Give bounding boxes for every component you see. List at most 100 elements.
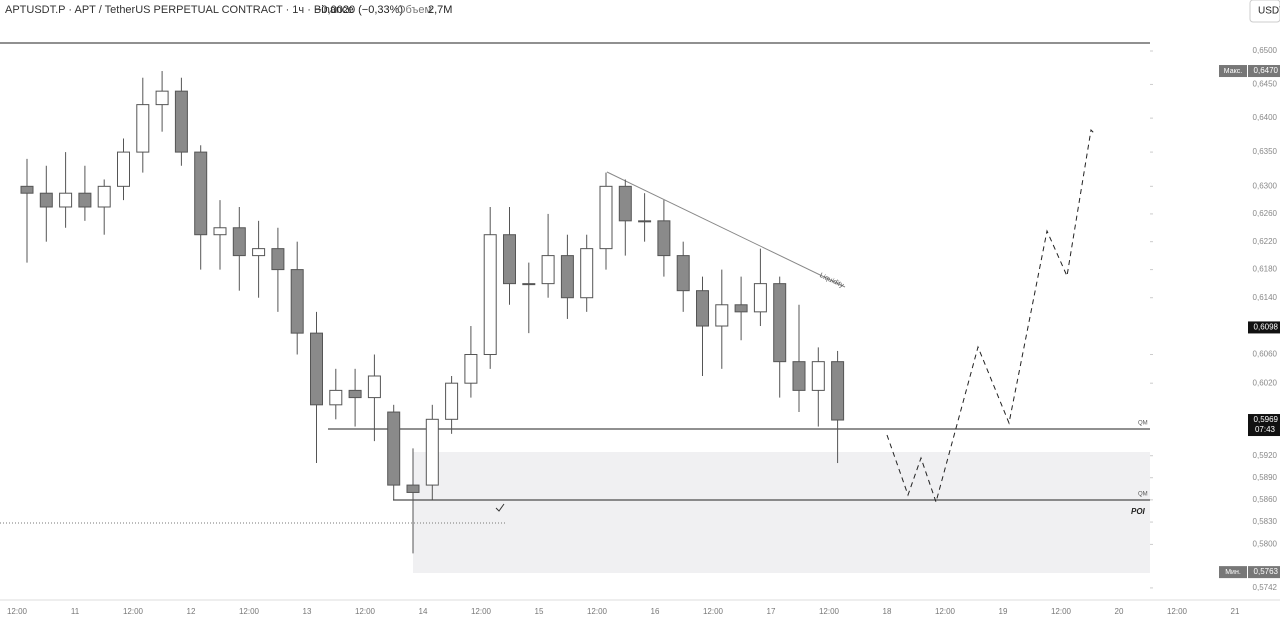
x-tick-label: 14	[419, 607, 428, 616]
candle-body	[464, 354, 478, 384]
x-tick-label: 12:00	[587, 607, 608, 616]
price-timer: 07:43	[1255, 425, 1276, 434]
y-tick-label: 0,6400	[1253, 113, 1278, 122]
candle-body	[20, 185, 34, 194]
candle-body	[580, 248, 594, 299]
y-tick-label: 0,6180	[1253, 265, 1278, 274]
projection	[886, 128, 1096, 504]
candle-body	[78, 192, 92, 208]
candle-body	[367, 375, 381, 399]
x-tick-label: 12:00	[7, 607, 28, 616]
candle-body	[638, 220, 652, 223]
x-tick-label: 12:00	[355, 607, 376, 616]
y-tick-label: 0,6350	[1253, 147, 1278, 156]
candle-body	[773, 283, 787, 363]
price-tag: Макс.	[1224, 68, 1242, 75]
volume: 2,7M	[428, 4, 452, 16]
poi-zone	[413, 452, 1150, 573]
y-tick-label: 0,6450	[1253, 80, 1278, 89]
x-tick-label: 12:00	[1051, 607, 1072, 616]
currency-button[interactable]	[1249, 0, 1280, 23]
price-tag-bg	[1219, 65, 1247, 78]
y-tick-label: 0,6020	[1253, 378, 1278, 387]
candle-body	[618, 185, 632, 222]
y-tick-label: 0,6500	[1253, 46, 1278, 55]
y-tick-label: 0,5742	[1253, 583, 1278, 592]
candle-body	[232, 227, 246, 257]
price-tag: Мин.	[1225, 569, 1241, 576]
candle-body	[117, 151, 130, 187]
x-tick-label: 12:00	[1167, 607, 1188, 616]
y-tick-label: 0,5800	[1253, 540, 1278, 549]
x-tick-label: 12:00	[239, 607, 260, 616]
x-tick-label: 13	[303, 607, 312, 616]
y-tick-label: 0,5920	[1253, 451, 1278, 460]
candle-body	[155, 90, 169, 106]
price-label-bg	[1248, 414, 1280, 437]
y-tick-label: 0,6140	[1253, 293, 1278, 302]
x-tick-label: 21	[1231, 607, 1240, 616]
candle-body	[310, 332, 323, 406]
candle-body	[831, 361, 845, 421]
candle-body	[676, 255, 690, 292]
annotation: QM	[1138, 492, 1148, 498]
price-label-bg	[1248, 566, 1280, 579]
candle-body	[59, 192, 73, 208]
candle-body	[792, 361, 806, 391]
candle-body	[696, 290, 709, 327]
x-tick-label: 12:00	[471, 607, 492, 616]
x-tick-label: 11	[71, 607, 80, 616]
price-label: 0,5763	[1254, 567, 1279, 576]
y-tick-label: 0,6260	[1253, 209, 1278, 218]
candle-body	[97, 185, 111, 208]
y-tick-label: 0,6220	[1253, 237, 1278, 246]
y-tick-label: 0,6060	[1253, 350, 1278, 359]
candle-body	[734, 304, 748, 313]
x-tick-label: 12:00	[123, 607, 144, 616]
annotation: QM	[1138, 421, 1148, 427]
candle-body	[39, 192, 53, 208]
y-tick-label: 0,5830	[1253, 517, 1278, 526]
y-tick-label: 0,5860	[1253, 495, 1278, 504]
x-tick-label: 12:00	[819, 607, 840, 616]
candle-body	[348, 389, 362, 399]
candle-body	[657, 220, 671, 257]
candle-body	[753, 283, 767, 313]
volume-label: Объем	[397, 4, 432, 16]
candle-body	[483, 234, 497, 356]
price-tag-bg	[1219, 566, 1247, 579]
candle-body	[290, 269, 304, 334]
x-tick-label: 17	[767, 607, 776, 616]
x-tick-label: 18	[883, 607, 892, 616]
x-tick-label: 19	[999, 607, 1008, 616]
currency[interactable]: USDT	[1258, 6, 1280, 17]
candle-body	[387, 411, 401, 486]
price-label-bg	[1248, 321, 1280, 334]
trend-line	[606, 171, 846, 288]
price-label: 0,6470	[1254, 66, 1279, 75]
candle-body	[503, 234, 516, 285]
symbol: APTUSDT.P · APT / TetherUS PERPETUAL CON…	[5, 4, 354, 16]
candle-body	[522, 283, 536, 286]
x-tick-label: 12:00	[935, 607, 956, 616]
x-tick-label: 15	[535, 607, 544, 616]
price-label: 0,6098	[1254, 323, 1279, 332]
price-label-bg	[1248, 65, 1280, 78]
y-tick-label: 0,5890	[1253, 473, 1278, 482]
y-tick-label: 0,6300	[1253, 181, 1278, 190]
x-tick-label: 20	[1115, 607, 1124, 616]
candle-body	[213, 227, 227, 236]
candle-body	[599, 185, 613, 250]
candle-body	[541, 255, 555, 285]
x-tick-label: 12:00	[703, 607, 724, 616]
annotation: POI	[1131, 507, 1146, 516]
change: −0,0020 (−0,33%)	[315, 4, 403, 16]
candle-body	[194, 151, 208, 236]
candle-body	[271, 248, 285, 271]
candle-body	[560, 255, 574, 299]
candle-body	[252, 248, 266, 257]
candle-body	[425, 418, 439, 486]
candle-body	[136, 104, 150, 153]
candle-body	[406, 484, 420, 493]
